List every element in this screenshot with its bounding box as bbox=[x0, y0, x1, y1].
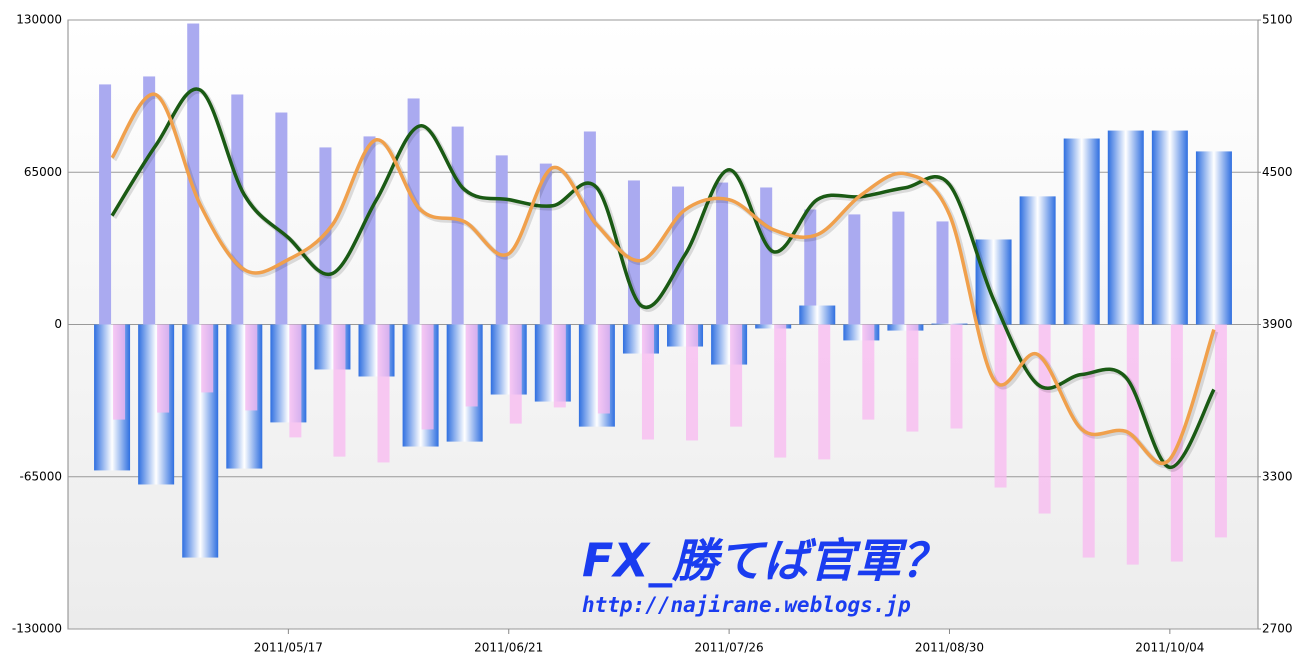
bar bbox=[1195, 151, 1232, 325]
bar bbox=[1126, 324, 1139, 565]
x-tick-label: 2011/08/30 bbox=[915, 641, 984, 655]
bar bbox=[421, 324, 434, 430]
bar bbox=[201, 324, 214, 393]
bar bbox=[157, 324, 170, 413]
bar bbox=[363, 136, 376, 325]
bar bbox=[509, 324, 522, 424]
bar bbox=[495, 155, 508, 325]
bar bbox=[377, 324, 390, 463]
bar bbox=[686, 324, 699, 441]
bar bbox=[245, 324, 258, 411]
y-tick-label: 0 bbox=[54, 317, 62, 331]
bar bbox=[143, 76, 156, 325]
bar bbox=[760, 187, 773, 325]
bar bbox=[333, 324, 346, 457]
bar bbox=[892, 211, 905, 325]
watermark-url: http://najirane.weblogs.jp bbox=[582, 593, 911, 617]
x-tick-label: 2011/10/04 bbox=[1135, 641, 1204, 655]
bar bbox=[774, 324, 787, 458]
bar bbox=[583, 131, 596, 325]
y2-tick-label: 2700 bbox=[1262, 622, 1293, 636]
bar bbox=[1082, 324, 1095, 558]
bar bbox=[451, 126, 464, 325]
bar bbox=[672, 186, 685, 325]
bar bbox=[539, 163, 552, 325]
bar bbox=[275, 112, 288, 325]
bar bbox=[994, 324, 1007, 488]
y-tick-label: 65000 bbox=[24, 165, 62, 179]
bar bbox=[848, 214, 861, 325]
y2-tick-label: 3900 bbox=[1262, 317, 1293, 331]
y2-tick-label: 5100 bbox=[1262, 13, 1293, 27]
bar bbox=[465, 324, 478, 407]
bar bbox=[931, 323, 968, 325]
bar bbox=[289, 324, 302, 438]
bar bbox=[799, 305, 836, 325]
line bbox=[110, 92, 1216, 465]
x-tick-label: 2011/06/21 bbox=[474, 641, 543, 655]
line bbox=[110, 87, 1216, 470]
bar bbox=[887, 324, 924, 331]
bar bbox=[1214, 324, 1227, 538]
watermark-title: FX_勝てば官軍？ bbox=[582, 534, 947, 588]
bar bbox=[862, 324, 875, 420]
bar bbox=[641, 324, 654, 440]
bar bbox=[319, 147, 332, 325]
y2-tick-label: 4500 bbox=[1262, 165, 1293, 179]
bar bbox=[231, 94, 244, 325]
bar bbox=[597, 324, 610, 414]
y2-tick-label: 3300 bbox=[1262, 469, 1293, 483]
bar bbox=[975, 239, 1012, 325]
bar bbox=[1151, 130, 1188, 325]
bar bbox=[187, 23, 200, 325]
y-tick-label: 130000 bbox=[16, 13, 62, 27]
bar bbox=[1063, 138, 1100, 325]
bar bbox=[1107, 130, 1144, 325]
bar bbox=[1019, 196, 1056, 325]
bar bbox=[950, 324, 963, 429]
x-tick-label: 2011/05/17 bbox=[254, 641, 323, 655]
bar bbox=[716, 182, 729, 325]
bar bbox=[99, 84, 112, 325]
bar bbox=[1038, 324, 1051, 514]
bar bbox=[818, 324, 831, 460]
y-tick-label: -65000 bbox=[19, 469, 62, 483]
bar bbox=[553, 324, 566, 408]
bar bbox=[730, 324, 743, 427]
bar bbox=[906, 324, 919, 432]
bar bbox=[407, 98, 420, 325]
bar bbox=[755, 324, 792, 329]
y-tick-label: -130000 bbox=[12, 622, 62, 636]
x-tick-label: 2011/07/26 bbox=[695, 641, 764, 655]
bar bbox=[936, 221, 949, 325]
bar bbox=[113, 324, 126, 420]
